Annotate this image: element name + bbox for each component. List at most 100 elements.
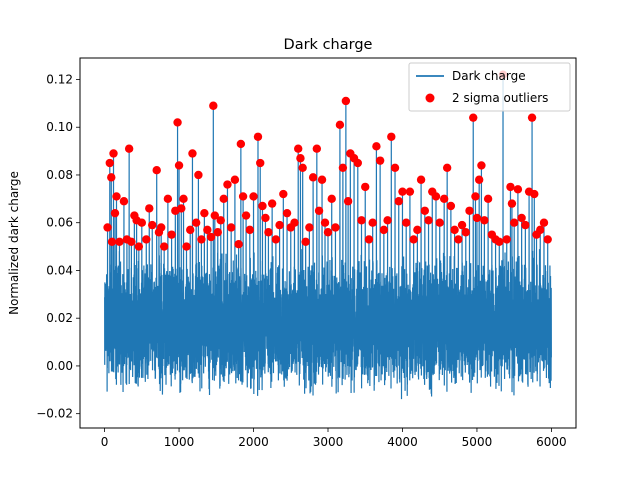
outlier-point bbox=[387, 132, 396, 141]
outlier-point bbox=[245, 225, 254, 235]
outlier-point bbox=[174, 161, 184, 170]
outlier-point bbox=[159, 242, 169, 251]
outlier-point bbox=[317, 175, 327, 184]
outlier-point bbox=[506, 182, 515, 192]
outlier-point bbox=[261, 213, 270, 223]
outlier-point bbox=[495, 237, 504, 247]
y-tick-label: 0.06 bbox=[46, 216, 73, 230]
y-tick-label: 0.08 bbox=[46, 168, 73, 182]
outlier-point bbox=[472, 213, 482, 223]
outlier-point bbox=[271, 235, 281, 244]
outlier-point bbox=[454, 235, 463, 244]
y-tick-label: 0.02 bbox=[46, 311, 73, 325]
outlier-point bbox=[124, 144, 134, 153]
legend-label-outliers: 2 sigma outliers bbox=[452, 91, 548, 105]
legend-box bbox=[408, 62, 571, 112]
outlier-point bbox=[298, 163, 307, 173]
outlier-point bbox=[282, 208, 292, 218]
outlier-point bbox=[163, 194, 173, 204]
outlier-point bbox=[338, 163, 348, 173]
outlier-point bbox=[301, 237, 310, 247]
outlier-point bbox=[197, 235, 206, 244]
outlier-point bbox=[238, 192, 248, 201]
outlier-point bbox=[203, 225, 212, 235]
x-tick-label: 5000 bbox=[462, 435, 493, 449]
outlier-point bbox=[450, 225, 459, 235]
outlier-point bbox=[320, 218, 330, 227]
outlier-point bbox=[236, 139, 246, 149]
outlier-point bbox=[119, 197, 129, 206]
outlier-point bbox=[241, 211, 251, 220]
outlier-point bbox=[256, 158, 265, 168]
outlier-point bbox=[279, 189, 288, 199]
x-tick-label: 1000 bbox=[164, 435, 195, 449]
y-tick-label: 0.10 bbox=[46, 120, 73, 134]
plot-area bbox=[103, 70, 552, 400]
outlier-point bbox=[375, 156, 385, 165]
outlier-point bbox=[527, 113, 537, 122]
outlier-point bbox=[249, 192, 258, 201]
outlier-point bbox=[314, 206, 324, 215]
outlier-point bbox=[115, 237, 124, 247]
outliers-series bbox=[103, 70, 552, 251]
outlier-point bbox=[335, 120, 345, 130]
outlier-point bbox=[173, 118, 182, 127]
outlier-point bbox=[477, 161, 486, 170]
y-axis-label: Normalized dark charge bbox=[7, 171, 21, 315]
outlier-point bbox=[383, 216, 392, 225]
outlier-point bbox=[341, 96, 351, 106]
outlier-point bbox=[372, 142, 381, 151]
y-tick-label: 0.04 bbox=[46, 263, 73, 277]
outlier-point bbox=[327, 194, 336, 204]
outlier-point bbox=[368, 218, 377, 227]
outlier-point bbox=[420, 206, 430, 215]
y-tick-label: 0.00 bbox=[46, 359, 73, 373]
outlier-point bbox=[474, 175, 484, 184]
outlier-point bbox=[305, 223, 314, 232]
outlier-point bbox=[177, 204, 186, 213]
outlier-point bbox=[469, 113, 478, 122]
outlier-point bbox=[312, 144, 322, 153]
outlier-point bbox=[112, 192, 121, 201]
outlier-point bbox=[127, 237, 136, 247]
outlier-point bbox=[216, 216, 225, 225]
outlier-point bbox=[323, 228, 333, 237]
outlier-point bbox=[230, 175, 240, 184]
dark-charge-series bbox=[103, 74, 552, 400]
outlier-point bbox=[513, 185, 523, 194]
x-axis: 0 1000 2000 3000 4000 5000 6000 bbox=[101, 428, 567, 449]
outlier-point bbox=[379, 225, 389, 235]
outlier-point bbox=[137, 218, 147, 227]
outlier-point bbox=[209, 101, 218, 110]
outlier-point bbox=[457, 220, 467, 230]
outlier-point bbox=[471, 192, 480, 201]
outlier-point bbox=[194, 170, 203, 180]
outlier-point bbox=[431, 192, 441, 201]
outlier-point bbox=[296, 154, 305, 163]
outlier-point bbox=[213, 228, 222, 237]
outlier-point bbox=[361, 182, 370, 192]
outlier-point bbox=[536, 225, 545, 235]
outlier-point bbox=[394, 197, 403, 206]
outlier-point bbox=[409, 235, 418, 244]
outlier-point bbox=[357, 216, 366, 225]
outlier-point bbox=[156, 223, 166, 232]
outlier-point bbox=[364, 235, 374, 244]
outlier-point bbox=[188, 149, 197, 158]
legend: Dark charge 2 sigma outliers bbox=[408, 62, 571, 112]
x-tick-label: 2000 bbox=[238, 435, 269, 449]
outlier-point bbox=[167, 230, 176, 239]
outlier-point bbox=[109, 149, 118, 158]
outlier-point bbox=[308, 173, 318, 182]
y-axis: −0.02 0.00 0.02 0.04 0.06 0.08 0.10 0.12 bbox=[36, 72, 80, 421]
outlier-point bbox=[390, 163, 400, 173]
outlier-point bbox=[539, 218, 549, 227]
outlier-point bbox=[148, 220, 157, 230]
outlier-point bbox=[226, 223, 236, 232]
outlier-point bbox=[179, 194, 188, 204]
x-tick-label: 6000 bbox=[536, 435, 567, 449]
outlier-point bbox=[502, 235, 511, 244]
legend-marker-swatch bbox=[425, 93, 435, 103]
outlier-point bbox=[480, 216, 489, 225]
